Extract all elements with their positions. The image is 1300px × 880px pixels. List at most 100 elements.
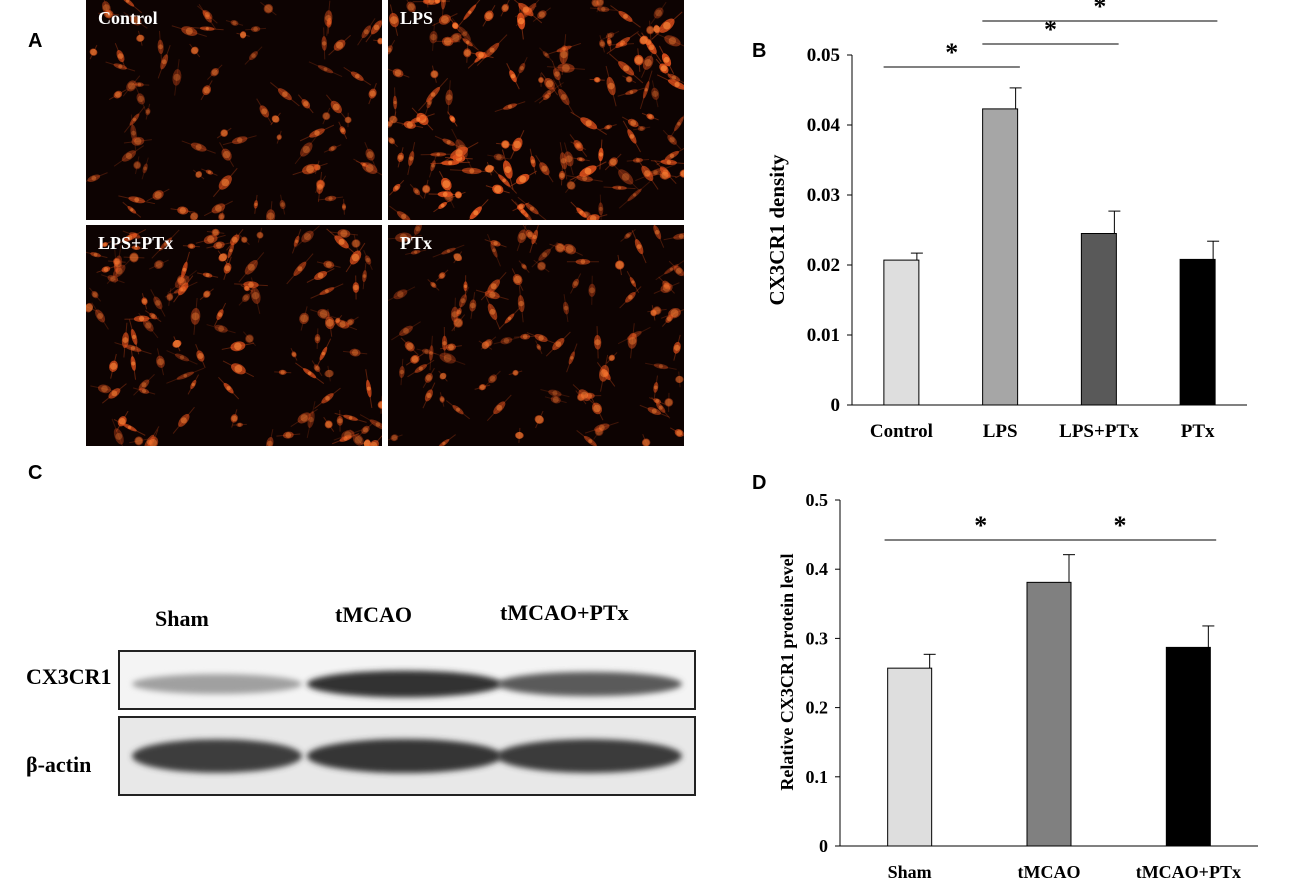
cell: [146, 188, 170, 202]
cell: [646, 20, 655, 40]
cell: [172, 336, 182, 352]
cell: [430, 65, 439, 83]
cell: [351, 234, 361, 253]
cell: [123, 252, 145, 263]
cell: [243, 331, 256, 347]
cell: [589, 76, 605, 83]
cell: [236, 31, 250, 39]
cell: [512, 202, 530, 212]
cell: [389, 205, 419, 220]
cell: [124, 106, 145, 133]
cell: [198, 4, 217, 30]
cell: [388, 232, 422, 243]
significance-star: *: [1044, 15, 1057, 44]
cell: [182, 243, 200, 249]
cell: [434, 135, 463, 149]
bar: [1080, 233, 1117, 406]
cell: [650, 225, 665, 248]
cell: [206, 228, 225, 237]
cell: [622, 120, 641, 153]
panel-letter-d: D: [752, 472, 767, 494]
cell: [606, 32, 612, 52]
cell: [572, 384, 597, 407]
cell: [514, 333, 537, 340]
cell: [355, 160, 373, 169]
cell: [266, 429, 274, 446]
cell: [608, 53, 644, 84]
cell: [338, 121, 348, 140]
cell: [189, 43, 201, 58]
cell: [456, 286, 470, 315]
cell: [225, 19, 244, 26]
cell: [506, 63, 520, 90]
cell: [668, 107, 684, 140]
cell: [558, 165, 566, 186]
micrograph-grid: Control LPS LPS+PTx PTx: [86, 0, 684, 446]
cell: [314, 328, 321, 349]
y-tick-label: 0.03: [807, 185, 840, 206]
cell: [203, 200, 233, 217]
category-label: tMCAO: [1018, 862, 1081, 880]
cell: [126, 245, 146, 251]
cell: [435, 36, 461, 47]
cell: [132, 387, 156, 395]
cell: [508, 170, 537, 188]
cell: [590, 0, 601, 12]
micrograph-control: Control: [86, 0, 382, 220]
cell: [615, 254, 625, 276]
cell: [491, 167, 518, 194]
cell: [564, 142, 574, 176]
cell: [156, 348, 165, 376]
cell: [321, 27, 327, 60]
cell: [178, 251, 190, 288]
cell: [535, 340, 543, 355]
blot-bands-cx3cr1: [132, 670, 682, 698]
cell: [172, 59, 182, 96]
cell: [673, 334, 681, 361]
y-tick-label: 0.5: [806, 490, 829, 510]
cell: [157, 45, 171, 79]
cell: [621, 116, 645, 130]
category-label: Control: [870, 421, 933, 442]
chart-panel-b: 0 0.01 0.02 0.03 0.04 0.05 Control LPS LPS+PTx PT…: [765, 0, 1247, 442]
cell: [299, 306, 310, 331]
blot-band: [497, 671, 682, 697]
cell: [256, 98, 273, 125]
y-tick-label: 0.05: [807, 45, 840, 66]
cell: [405, 249, 427, 255]
cell: [357, 18, 376, 46]
cell: [663, 232, 684, 241]
cell: [559, 142, 568, 180]
cell: [310, 308, 337, 319]
cell: [207, 64, 223, 80]
micrograph-image: [86, 0, 382, 220]
cell: [106, 258, 132, 284]
cell: [329, 229, 358, 238]
cell: [570, 111, 607, 135]
cell: [388, 286, 416, 303]
cell: [326, 228, 357, 256]
cell: [297, 94, 314, 114]
cell: [516, 2, 526, 40]
cell: [599, 124, 617, 131]
cell: [411, 225, 425, 242]
cell: [639, 70, 653, 110]
cell: [653, 170, 677, 180]
bar: [887, 667, 933, 847]
cell: [617, 87, 646, 97]
cell: [190, 297, 201, 335]
cell: [115, 410, 129, 432]
cell: [631, 229, 647, 264]
cell: [487, 153, 511, 161]
cell: [388, 116, 397, 132]
cell: [130, 347, 137, 380]
cell: [660, 70, 684, 86]
cell: [218, 376, 240, 400]
cell: [619, 286, 642, 309]
cell: [290, 408, 318, 428]
cell: [197, 272, 219, 278]
cell: [292, 162, 328, 176]
cell: [653, 282, 680, 294]
cell: [441, 326, 448, 360]
cell: [544, 395, 567, 404]
